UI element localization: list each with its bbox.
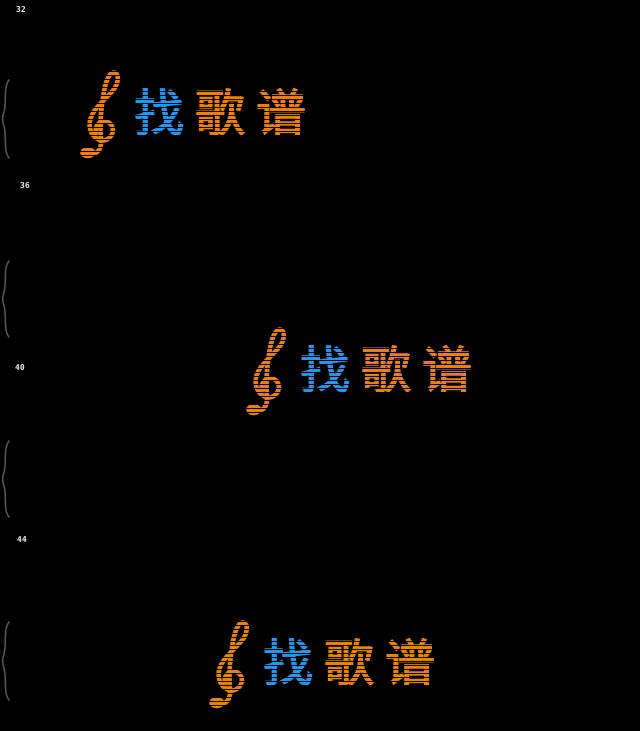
system-brace-icon — [1, 621, 10, 701]
watermark-char: 找 — [263, 635, 313, 693]
watermark-char: 找 — [300, 342, 350, 400]
zhaogepu-watermark: 找 歌 谱 — [72, 64, 306, 164]
zhaogepu-watermark: 找 歌 谱 — [201, 614, 435, 714]
system-brace-icon — [1, 440, 10, 518]
watermark-char: 谱 — [385, 635, 435, 693]
watermark-char: 歌 — [361, 342, 411, 400]
watermark-char: 歌 — [324, 635, 374, 693]
zhaogepu-watermark: 找 歌 谱 — [238, 321, 472, 421]
measure-number-40: 40 — [15, 363, 25, 372]
measure-number-32: 32 — [16, 5, 26, 14]
measure-number-36: 36 — [20, 181, 30, 190]
treble-clef-icon — [209, 620, 250, 709]
watermark-char: 谱 — [256, 85, 306, 143]
watermark-text: 找 歌 谱 — [134, 89, 306, 139]
watermark-char: 谱 — [422, 342, 472, 400]
system-brace-icon — [1, 260, 10, 338]
treble-clef-icon — [80, 70, 121, 159]
watermark-text: 找 歌 谱 — [263, 639, 435, 689]
watermark-char: 找 — [134, 85, 184, 143]
measure-number-44: 44 — [17, 535, 27, 544]
treble-clef-icon — [246, 327, 287, 416]
system-brace-icon — [1, 79, 10, 159]
watermark-char: 歌 — [195, 85, 245, 143]
watermark-text: 找 歌 谱 — [300, 346, 472, 396]
